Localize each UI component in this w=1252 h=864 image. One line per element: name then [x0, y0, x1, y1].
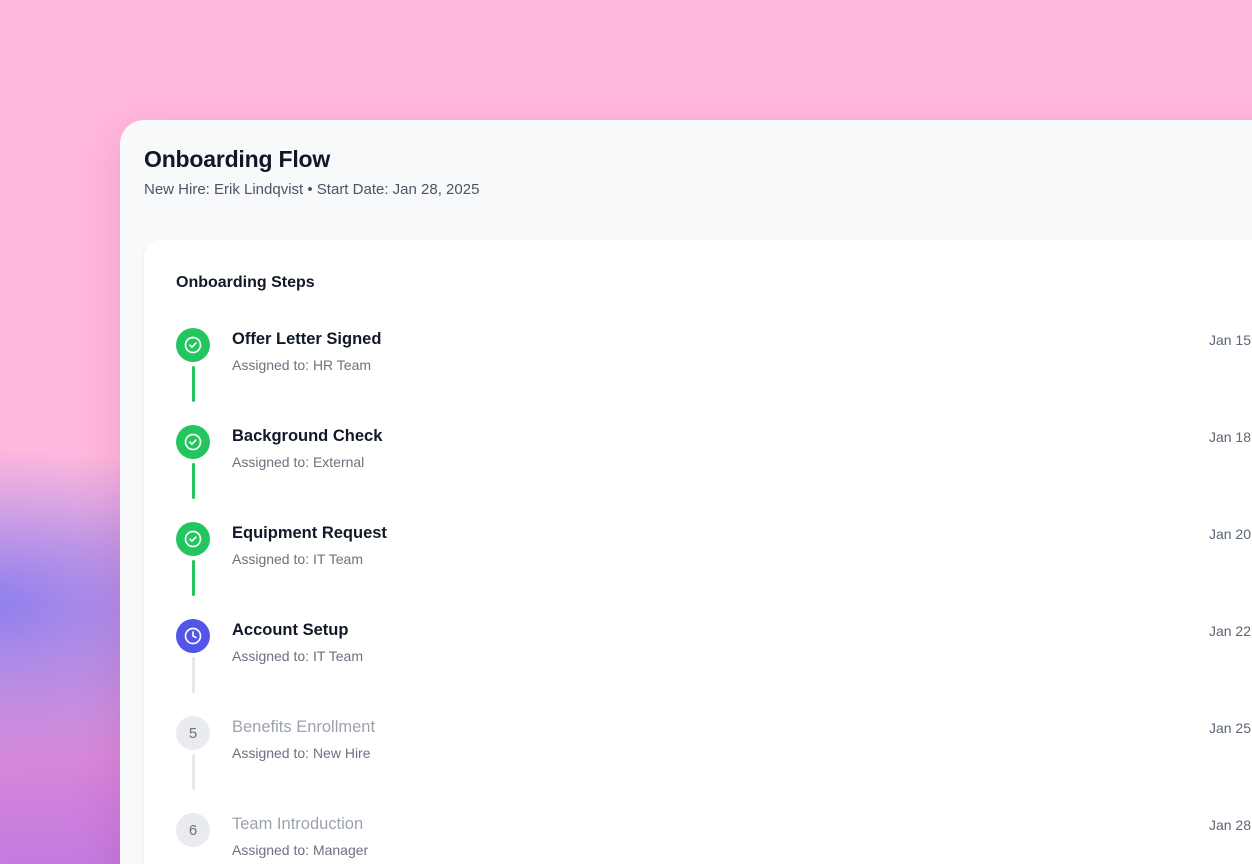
check-circle-icon	[184, 433, 202, 451]
step-assigned: Assigned to: HR Team	[232, 357, 372, 373]
step-connector-line	[191, 366, 195, 402]
step-title: Offer Letter Signed	[232, 330, 382, 348]
step-connector-line	[191, 657, 195, 693]
step-assigned: Assigned to: IT Team	[232, 648, 363, 664]
clock-icon: 4	[176, 619, 210, 653]
step-row[interactable]: 5 Benefits Enrollment Assigned to: New H…	[176, 716, 1251, 790]
step-date: Jan 28	[1208, 817, 1251, 833]
step-date: Jan 25	[1208, 720, 1251, 736]
step-assigned: Assigned to: External	[232, 454, 365, 470]
step-title: Background Check	[232, 427, 383, 445]
step-row[interactable]: 1 Offer Letter Signed Assigned to: HR Te…	[176, 328, 1251, 402]
step-date: Jan 18	[1208, 429, 1251, 445]
page-subtitle: New Hire: Erik Lindqvist • Start Date: J…	[144, 181, 480, 198]
check-circle-icon: 1	[176, 328, 210, 362]
step-connector-line	[191, 754, 195, 790]
check-circle-icon	[184, 530, 202, 548]
clock-icon	[184, 627, 202, 645]
step-connector-line	[191, 463, 195, 499]
check-circle-icon: 2	[176, 425, 210, 459]
step-row[interactable]: 4 Account Setup Assigned to: IT Team Jan…	[176, 619, 1251, 693]
step-date: Jan 22	[1208, 623, 1251, 639]
step-row[interactable]: 6 Team Introduction Assigned to: Manager…	[176, 813, 1251, 860]
check-circle-icon	[184, 336, 202, 354]
step-title: Benefits Enrollment	[232, 718, 376, 736]
step-date: Jan 20	[1208, 526, 1251, 542]
step-title: Team Introduction	[232, 815, 364, 833]
step-number: 6	[188, 821, 198, 839]
step-number: 5	[188, 724, 198, 742]
onboarding-panel: Onboarding Flow New Hire: Erik Lindqvist…	[120, 120, 1252, 864]
step-assigned: Assigned to: New Hire	[232, 745, 371, 761]
steps-card: Onboarding Steps 1 Offer Letter Signed A…	[144, 240, 1252, 864]
step-title: Account Setup	[232, 621, 349, 639]
step-date: Jan 15	[1208, 332, 1251, 348]
page-title: Onboarding Flow	[144, 146, 331, 172]
check-circle-icon: 3	[176, 522, 210, 556]
step-title: Equipment Request	[232, 524, 387, 542]
number-badge: 5	[176, 716, 210, 750]
steps-heading: Onboarding Steps	[176, 274, 315, 291]
steps-list: 1 Offer Letter Signed Assigned to: HR Te…	[176, 328, 1252, 860]
number-badge: 6	[176, 813, 210, 847]
step-assigned: Assigned to: Manager	[232, 842, 369, 858]
step-assigned: Assigned to: IT Team	[232, 551, 363, 567]
step-row[interactable]: 2 Background Check Assigned to: External…	[176, 425, 1251, 499]
step-row[interactable]: 3 Equipment Request Assigned to: IT Team…	[176, 522, 1251, 596]
step-connector-line	[191, 560, 195, 596]
